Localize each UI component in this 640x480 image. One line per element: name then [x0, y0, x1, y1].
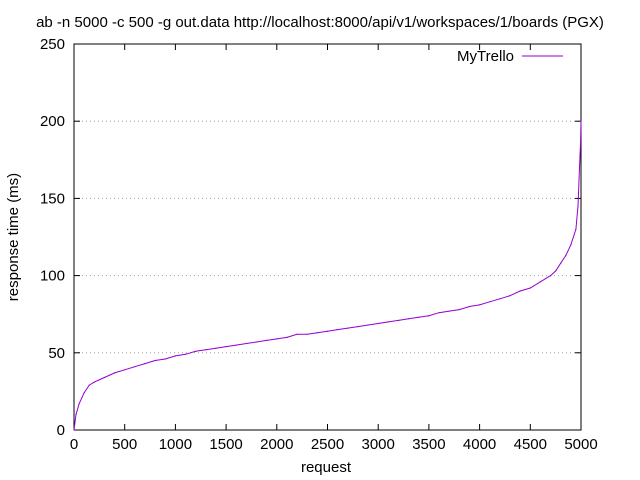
data-point	[215, 347, 217, 349]
data-point	[408, 318, 410, 320]
data-point	[88, 384, 90, 386]
data-point	[144, 363, 146, 365]
data-point	[337, 329, 339, 331]
data-point	[276, 338, 278, 340]
data-point	[174, 355, 176, 357]
data-point	[75, 414, 77, 416]
data-point	[479, 304, 481, 306]
x-tick-label: 0	[70, 436, 78, 453]
data-point	[377, 322, 379, 325]
x-tick-label: 1000	[159, 436, 192, 453]
data-point	[78, 403, 80, 405]
y-tick-label: 150	[40, 190, 65, 207]
x-axis-label: request	[301, 459, 352, 476]
y-axis-label: response time (ms)	[5, 173, 22, 301]
y-tick-label: 50	[48, 345, 65, 362]
data-point	[266, 339, 268, 341]
data-point	[73, 429, 75, 431]
data-point	[570, 244, 572, 246]
data-point	[286, 336, 288, 338]
data-point	[578, 166, 581, 169]
data-point	[555, 270, 557, 272]
grid-lines	[74, 120, 581, 354]
data-point	[296, 333, 298, 335]
data-point	[357, 326, 359, 328]
data-point	[245, 342, 247, 345]
data-point	[114, 372, 116, 374]
chart-title: ab -n 5000 -c 500 -g out.data http://loc…	[36, 14, 604, 31]
data-point	[580, 120, 582, 122]
x-tick-label: 3000	[362, 436, 395, 453]
data-point	[205, 349, 207, 351]
legend: MyTrello	[457, 48, 563, 65]
data-point	[255, 341, 258, 343]
data-point	[93, 381, 95, 383]
legend-label: MyTrello	[457, 48, 514, 65]
data-point	[225, 346, 227, 348]
x-tick-label: 4000	[463, 436, 496, 453]
data-point	[164, 358, 166, 360]
data-point	[387, 321, 389, 323]
y-tick-label: 100	[40, 268, 65, 285]
data-point	[438, 312, 440, 314]
data-point	[565, 254, 567, 257]
data-point	[519, 290, 521, 292]
y-tick-label: 250	[40, 36, 65, 53]
data-point	[347, 327, 349, 329]
data-point	[124, 369, 126, 371]
data-point	[316, 332, 318, 334]
data-point	[448, 310, 450, 312]
data-point	[235, 344, 237, 346]
y-tick-label: 200	[40, 113, 65, 130]
data-point	[550, 275, 552, 277]
data-point	[458, 309, 460, 311]
data-point	[539, 281, 542, 283]
data-point	[489, 301, 491, 303]
x-tick-label: 2000	[260, 436, 293, 453]
data-point	[418, 316, 420, 318]
data-point	[134, 366, 136, 368]
data-point	[103, 376, 105, 379]
x-tick-label: 1500	[209, 436, 242, 453]
x-tick-label: 500	[112, 436, 137, 453]
x-tick-label: 5000	[564, 436, 597, 453]
series-line-mytrello	[73, 121, 582, 431]
y-tick-label: 0	[57, 422, 65, 439]
data-point	[367, 324, 369, 326]
x-tick-label: 4500	[514, 436, 547, 453]
data-point	[184, 353, 187, 355]
data-point	[326, 330, 329, 332]
data-point	[560, 262, 562, 264]
data-point	[397, 319, 400, 321]
data-point	[428, 315, 430, 317]
x-tick-label: 3500	[412, 436, 445, 453]
data-point	[499, 298, 501, 300]
data-point	[575, 228, 577, 230]
data-point	[577, 205, 579, 207]
data-point	[579, 143, 582, 145]
data-point	[154, 359, 156, 362]
data-point	[195, 350, 197, 352]
data-point	[529, 287, 531, 289]
data-series	[73, 120, 582, 431]
data-point	[509, 295, 511, 297]
data-point	[83, 392, 85, 394]
data-point	[306, 333, 308, 335]
data-point	[468, 305, 471, 308]
x-tick-label: 2500	[311, 436, 344, 453]
